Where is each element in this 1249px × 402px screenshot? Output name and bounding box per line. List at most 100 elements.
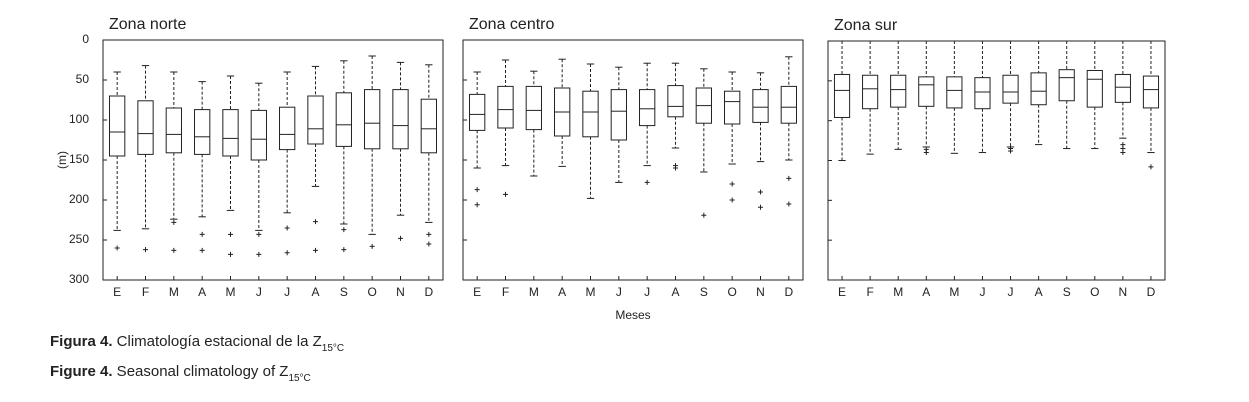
x-tick-label: N (396, 285, 405, 299)
box (1002, 74, 1019, 104)
box (525, 85, 542, 131)
x-tick-label: E (838, 285, 846, 299)
outlier (426, 231, 432, 237)
panel-title: Zona norte (109, 16, 186, 33)
plot-frame (827, 40, 1166, 281)
outlier (474, 187, 480, 193)
outlier (341, 247, 347, 253)
outlier (313, 247, 318, 253)
x-tick-label: S (1063, 285, 1071, 299)
y-tick-label: 100 (69, 112, 89, 126)
outlier (474, 202, 480, 208)
outlier (284, 250, 290, 256)
outlier (923, 150, 929, 156)
box (610, 89, 627, 141)
outlier (199, 231, 205, 237)
caption-text: Climatología estacional de la Z (113, 333, 322, 350)
outlier (171, 219, 177, 225)
outlier (1120, 150, 1126, 156)
box (918, 76, 935, 107)
outlier (256, 231, 262, 237)
x-tick-label: E (113, 285, 121, 299)
box (392, 89, 409, 150)
x-tick-label: E (473, 285, 481, 299)
box (279, 106, 296, 151)
caption: Figura 4. Climatología estacional de la … (50, 333, 344, 354)
box (165, 107, 182, 154)
outlier (313, 219, 318, 225)
box (307, 95, 324, 145)
box (1030, 72, 1047, 106)
y-tick-label: 250 (69, 232, 89, 246)
y-tick-label: 50 (76, 72, 90, 86)
outlier (199, 247, 205, 253)
x-tick-label: D (1147, 285, 1156, 299)
box (890, 74, 907, 108)
y-tick-label: 0 (82, 32, 89, 46)
box (364, 89, 381, 150)
caption-subscript: 15°C (322, 343, 344, 354)
box (752, 89, 769, 123)
x-tick-label: A (1035, 285, 1043, 299)
x-tick-label: S (700, 285, 708, 299)
outlier (1008, 148, 1014, 154)
outlier (341, 227, 347, 233)
box (194, 109, 211, 155)
outlier (1148, 164, 1154, 170)
outlier (673, 165, 678, 171)
box (1058, 69, 1075, 102)
outlier (701, 212, 707, 218)
x-axis-label: Meses (615, 308, 650, 322)
x-tick-label: A (558, 285, 566, 299)
x-tick-label: J (644, 285, 650, 299)
x-tick-label: O (727, 285, 736, 299)
panel-title: Zona sur (834, 17, 898, 34)
outlier (644, 179, 650, 185)
box (724, 90, 741, 125)
x-tick-label: M (893, 285, 903, 299)
x-tick-label: D (424, 285, 433, 299)
x-tick-label: F (502, 285, 509, 299)
caption-text: Seasonal climatology of Z (113, 363, 289, 380)
x-tick-label: M (529, 285, 539, 299)
y-tick-label: 200 (69, 192, 89, 206)
y-tick-label: 300 (69, 272, 89, 286)
x-tick-label: F (142, 285, 149, 299)
box (420, 98, 437, 154)
x-tick-label: J (979, 285, 985, 299)
box (833, 73, 851, 118)
box (469, 93, 486, 131)
x-tick-label: D (784, 285, 793, 299)
x-tick-label: M (949, 285, 959, 299)
x-tick-label: J (284, 285, 290, 299)
outlier (171, 247, 177, 253)
outlier (729, 197, 735, 203)
x-tick-label: J (1008, 285, 1014, 299)
box (137, 100, 154, 155)
outlier (284, 225, 290, 231)
x-tick-label: M (169, 285, 179, 299)
box (862, 74, 879, 110)
x-tick-label: N (756, 285, 765, 299)
outlier (369, 243, 375, 249)
box (222, 109, 239, 157)
box (780, 85, 797, 124)
x-tick-label: N (1119, 285, 1128, 299)
panel-title: Zona centro (469, 16, 554, 33)
x-tick-label: O (367, 285, 376, 299)
plot-frame (462, 39, 804, 281)
plot-frame (102, 39, 444, 281)
outlier (758, 189, 763, 195)
outlier (114, 245, 120, 251)
caption-label: Figura 4. (50, 333, 113, 350)
outlier (503, 191, 508, 197)
box (1114, 73, 1131, 103)
x-tick-label: S (340, 285, 348, 299)
outlier (228, 251, 233, 257)
box (109, 95, 126, 157)
box (582, 90, 599, 138)
x-tick-label: A (198, 285, 206, 299)
box (1086, 69, 1103, 108)
outlier (426, 241, 432, 247)
